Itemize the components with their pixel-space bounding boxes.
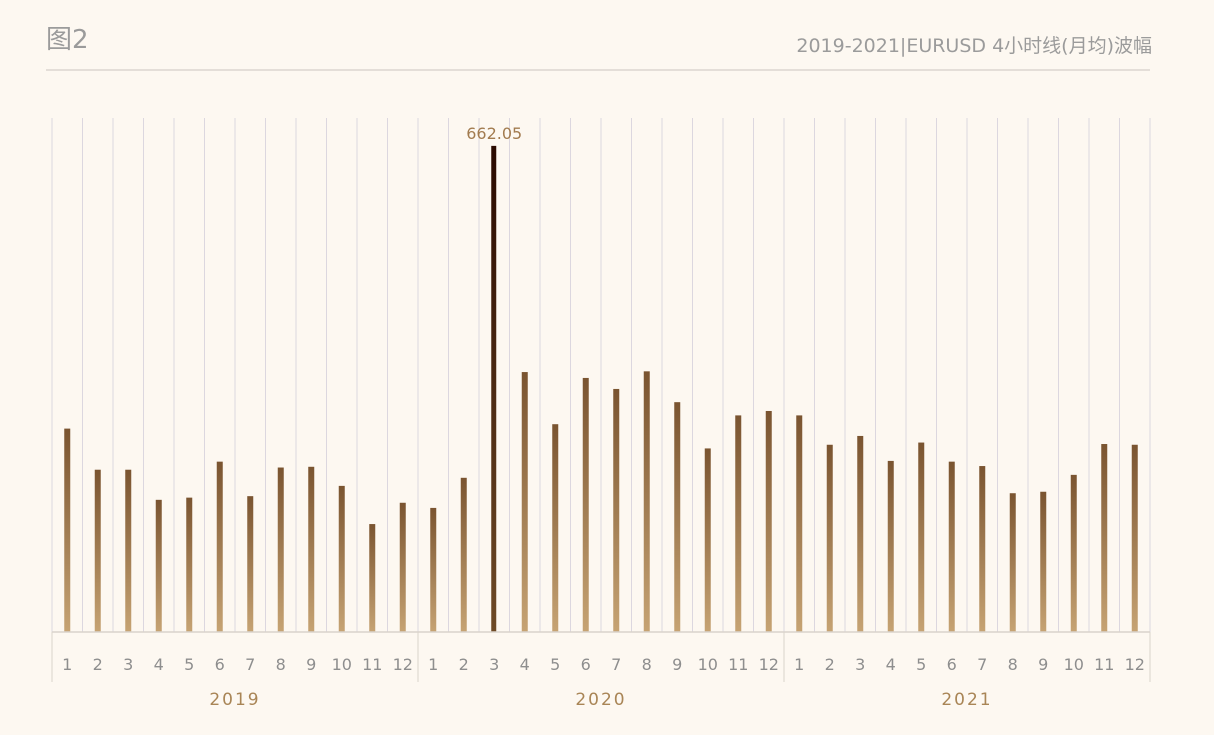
grid-layer <box>51 118 1151 632</box>
bar-24 <box>765 410 772 632</box>
x-tick-label: 12 <box>1125 655 1145 674</box>
x-tick-label: 7 <box>611 655 621 674</box>
labels-layer: 1 2 3 4 5 6 7 8 9 10 11 12 1 2 3 4 5 6 7 8 9 10 11 12 1 2 3 4 5 6 7 8 9 1… <box>62 124 1145 710</box>
year-label: 2020 <box>575 690 626 710</box>
x-tick-label: 3 <box>855 655 865 674</box>
bar-33 <box>1040 491 1047 632</box>
bar-1 <box>64 428 71 632</box>
x-tick-label: 7 <box>245 655 255 674</box>
bar-18 <box>582 377 589 632</box>
x-tick-label: 10 <box>332 655 352 674</box>
bar-7 <box>247 496 254 632</box>
bar-32 <box>1009 493 1016 632</box>
x-tick-label: 4 <box>154 655 164 674</box>
x-tick-label: 12 <box>759 655 779 674</box>
bar-35 <box>1101 444 1108 632</box>
bar-23 <box>735 415 742 632</box>
bar-34 <box>1070 474 1077 632</box>
x-tick-label: 9 <box>672 655 682 674</box>
bar-20 <box>643 371 650 632</box>
x-tick-label: 7 <box>977 655 987 674</box>
bar-11 <box>369 524 376 632</box>
figure-label: 图2 <box>46 25 89 55</box>
bars-layer <box>64 145 1138 632</box>
chart-title: 2019-2021|EURUSD 4小时线(月均)波幅 <box>796 35 1152 57</box>
bar-16 <box>521 372 528 632</box>
x-tick-label: 11 <box>728 655 748 674</box>
x-tick-label: 9 <box>306 655 316 674</box>
x-tick-label: 10 <box>698 655 718 674</box>
x-tick-label: 6 <box>581 655 591 674</box>
bar-15 <box>491 145 497 632</box>
x-tick-label: 1 <box>62 655 72 674</box>
x-tick-label: 3 <box>123 655 133 674</box>
year-label: 2021 <box>941 690 992 710</box>
x-tick-label: 5 <box>184 655 194 674</box>
bar-21 <box>674 402 681 632</box>
x-tick-label: 8 <box>276 655 286 674</box>
x-tick-label: 5 <box>916 655 926 674</box>
bar-3 <box>125 469 132 632</box>
bar-10 <box>338 485 345 632</box>
x-tick-label: 8 <box>1008 655 1018 674</box>
x-tick-label: 6 <box>947 655 957 674</box>
bar-9 <box>308 466 315 632</box>
x-tick-label: 5 <box>550 655 560 674</box>
bar-13 <box>430 507 437 632</box>
bar-4 <box>155 499 162 632</box>
x-tick-label: 2 <box>825 655 835 674</box>
x-tick-label: 1 <box>794 655 804 674</box>
bar-22 <box>704 448 711 632</box>
bar-25 <box>796 415 803 632</box>
bar-12 <box>399 502 406 632</box>
x-tick-label: 2 <box>459 655 469 674</box>
axis-layer <box>51 631 1151 682</box>
x-tick-label: 4 <box>520 655 530 674</box>
bar-31 <box>979 466 986 632</box>
x-tick-label: 6 <box>215 655 225 674</box>
bar-30 <box>948 461 955 632</box>
x-tick-label: 12 <box>393 655 413 674</box>
bar-26 <box>826 444 833 632</box>
bar-28 <box>887 460 894 632</box>
x-tick-label: 11 <box>1094 655 1114 674</box>
x-tick-label: 1 <box>428 655 438 674</box>
bar-29 <box>918 442 925 632</box>
x-tick-label: 11 <box>362 655 382 674</box>
x-tick-label: 10 <box>1064 655 1084 674</box>
bar-14 <box>460 477 467 632</box>
bar-17 <box>552 424 559 632</box>
bar-5 <box>186 497 193 632</box>
bar-36 <box>1131 444 1138 632</box>
bar-19 <box>613 388 620 632</box>
x-tick-label: 4 <box>886 655 896 674</box>
x-tick-label: 9 <box>1038 655 1048 674</box>
data-label-peak: 662.05 <box>466 124 522 143</box>
x-tick-label: 2 <box>93 655 103 674</box>
bar-2 <box>94 469 101 632</box>
year-label: 2019 <box>209 690 260 710</box>
bar-8 <box>277 467 284 632</box>
bar-27 <box>857 435 864 632</box>
bar-6 <box>216 461 223 632</box>
x-tick-label: 8 <box>642 655 652 674</box>
x-tick-label: 3 <box>489 655 499 674</box>
